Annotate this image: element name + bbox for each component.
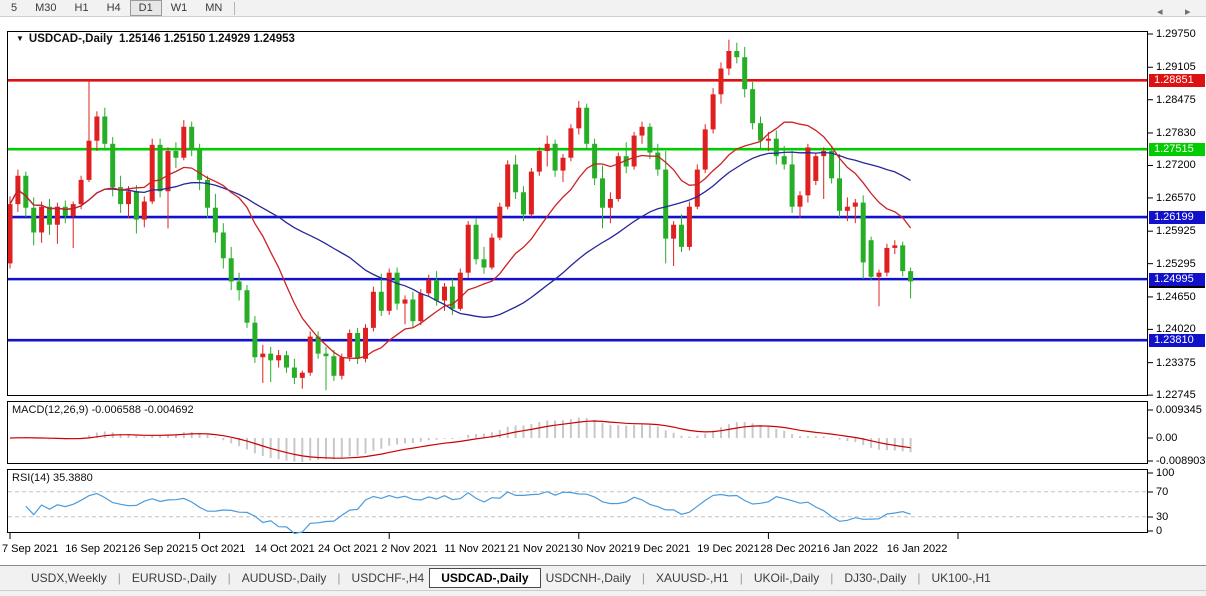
date-axis-label: 14 Oct 2021 — [254, 543, 315, 555]
rsi-axis-label: 100 — [1156, 467, 1175, 479]
chart-symbol-label: USDCAD-,Daily — [28, 33, 113, 45]
macd-values: -0.006588 -0.004692 — [91, 404, 194, 416]
tab-separator: | — [830, 571, 834, 585]
date-axis-label: 24 Oct 2021 — [318, 543, 378, 555]
bottom-strip — [0, 590, 1206, 596]
date-axis-label: 21 Nov 2021 — [507, 543, 570, 555]
rsi-axis-label: 70 — [1156, 486, 1169, 498]
level-price-badge: 1.23810 — [1149, 333, 1205, 347]
macd-axis-label: -0.008903 — [1156, 455, 1206, 467]
rsi-axis-label: 0 — [1156, 525, 1163, 537]
timeframe-button-h1[interactable]: H1 — [74, 2, 89, 14]
rsi-name: RSI(14) — [12, 472, 50, 484]
date-axis-label: 16 Jan 2022 — [886, 543, 948, 555]
date-axis-label: 16 Sep 2021 — [65, 543, 128, 555]
tab-separator: | — [917, 571, 921, 585]
date-axis-label: 5 Oct 2021 — [191, 543, 246, 555]
price-axis-label: 1.27200 — [1156, 159, 1196, 172]
chart-tab-uk100-h1[interactable]: UK100-,H1 — [931, 571, 991, 585]
chart-tab-ukoil-daily[interactable]: UKOil-,Daily — [753, 571, 820, 585]
chart-tab-usdcad-daily[interactable]: USDCAD-,Daily — [429, 568, 541, 588]
chart-tab-audusd-daily[interactable]: AUDUSD-,Daily — [241, 571, 327, 585]
symbol-dropdown-icon[interactable]: ▼ — [16, 34, 24, 43]
level-price-badge: 1.26199 — [1149, 210, 1205, 224]
tab-separator: | — [337, 571, 341, 585]
timeframe-button-mn[interactable]: MN — [205, 2, 223, 14]
chart-quote-line: ▼ USDCAD-,Daily 1.25146 1.25150 1.24929 1… — [16, 33, 295, 45]
level-price-badge: 1.27515 — [1149, 142, 1205, 156]
date-axis-label: 28 Dec 2021 — [760, 543, 823, 555]
tab-scroll-left-icon[interactable]: ◂ — [1157, 6, 1163, 18]
tab-separator: | — [739, 571, 743, 585]
timeframe-toolbar: 5 M30 H1 H4 D1 W1 MN — [0, 0, 1206, 17]
rsi-value: 35.3880 — [52, 472, 93, 484]
chart-tab-usdchf-h4[interactable]: USDCHF-,H4 — [351, 571, 425, 585]
price-axis-label: 1.25925 — [1156, 225, 1196, 238]
chart-tab-xauusd-h1[interactable]: XAUUSD-,H1 — [656, 571, 729, 585]
chart-tab-usdcnh-daily[interactable]: USDCNH-,Daily — [545, 571, 631, 585]
tab-separator: | — [117, 571, 121, 585]
timeframe-button-h4[interactable]: H4 — [106, 2, 121, 14]
rsi-indicator-label: RSI(14) 35.3880 — [12, 472, 93, 484]
price-axis-label: 1.24020 — [1156, 323, 1196, 336]
level-price-badge: 1.28851 — [1149, 73, 1205, 87]
date-axis-label: 11 Nov 2021 — [444, 543, 506, 555]
chart-tab-dj30-daily[interactable]: DJ30-,Daily — [844, 571, 907, 585]
date-axis-label: 30 Nov 2021 — [570, 543, 634, 555]
date-axis-label: 2 Nov 2021 — [381, 543, 438, 555]
date-axis-label: 26 Sep 2021 — [128, 543, 191, 555]
price-axis-label: 1.23375 — [1156, 356, 1196, 369]
price-axis-label: 1.24650 — [1156, 290, 1196, 303]
timeframe-button-w1[interactable]: W1 — [170, 2, 188, 14]
tab-separator: | — [227, 571, 231, 585]
price-axis-label: 1.25295 — [1156, 257, 1196, 270]
macd-name: MACD(12,26,9) — [12, 404, 89, 416]
rsi-axis-label: 30 — [1156, 511, 1169, 523]
price-chart-panel[interactable] — [7, 31, 1148, 396]
timeframe-button-d1[interactable]: D1 — [129, 0, 162, 16]
date-axis-label: 19 Dec 2021 — [697, 543, 760, 555]
date-axis-label: 7 Sep 2021 — [2, 543, 59, 555]
price-axis-label: 1.28475 — [1156, 93, 1196, 106]
macd-axis-label: 0.009345 — [1156, 404, 1202, 416]
toolbar-divider — [234, 1, 236, 15]
tab-separator: | — [641, 571, 646, 585]
rsi-panel[interactable] — [7, 469, 1148, 533]
chart-ohlc-values: 1.25146 1.25150 1.24929 1.24953 — [119, 33, 295, 45]
chart-tab-usdx-weekly[interactable]: USDX,Weekly — [31, 571, 107, 585]
price-axis-label: 1.27830 — [1156, 126, 1196, 139]
price-axis-label: 1.29750 — [1156, 27, 1196, 40]
chart-tab-eurusd-daily[interactable]: EURUSD-,Daily — [131, 571, 217, 585]
macd-indicator-label: MACD(12,26,9) -0.006588 -0.004692 — [12, 404, 194, 416]
date-axis-label: 6 Jan 2022 — [823, 543, 879, 555]
timeframe-button-5[interactable]: 5 — [11, 2, 18, 14]
level-price-badge: 1.24995 — [1149, 272, 1205, 286]
date-axis-label: 9 Dec 2021 — [634, 543, 691, 555]
macd-axis-label: 0.00 — [1156, 432, 1178, 444]
price-axis-label: 1.29105 — [1156, 61, 1196, 74]
tab-scroll-right-icon[interactable]: ▸ — [1185, 6, 1191, 18]
timeframe-button-m30[interactable]: M30 — [35, 2, 57, 14]
price-axis-label: 1.26570 — [1156, 191, 1196, 204]
chart-tab-bar: USDX,Weekly | EURUSD-,Daily | AUDUSD-,Daily |… — [0, 565, 1206, 590]
price-axis-label: 1.22745 — [1156, 389, 1196, 402]
